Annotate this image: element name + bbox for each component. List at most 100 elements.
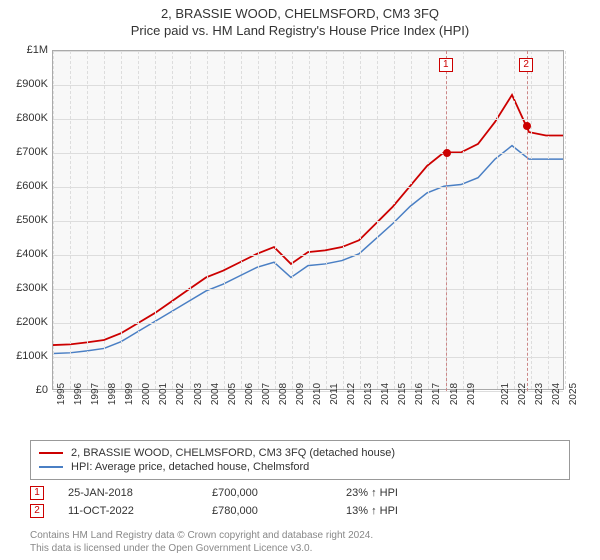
legend-swatch bbox=[39, 452, 63, 454]
gridline-v bbox=[463, 51, 464, 389]
x-tick-label: 1997 bbox=[90, 383, 101, 405]
y-tick-label: £800K bbox=[0, 112, 48, 124]
x-tick-label: 2019 bbox=[466, 383, 477, 405]
x-tick-label: 2023 bbox=[534, 383, 545, 405]
gridline-h bbox=[53, 187, 563, 188]
x-tick-label: 2013 bbox=[363, 383, 374, 405]
gridline-v bbox=[565, 51, 566, 389]
sale-diff: 23% ↑ HPI bbox=[346, 487, 466, 499]
y-tick-label: £1M bbox=[0, 44, 48, 56]
x-tick-label: 1998 bbox=[107, 383, 118, 405]
chart-title: 2, BRASSIE WOOD, CHELMSFORD, CM3 3FQ bbox=[0, 6, 600, 21]
gridline-h bbox=[53, 51, 563, 52]
x-tick-label: 2007 bbox=[261, 383, 272, 405]
sale-date: 25-JAN-2018 bbox=[68, 487, 188, 499]
x-tick-label: 2016 bbox=[414, 383, 425, 405]
gridline-v bbox=[190, 51, 191, 389]
gridline-v bbox=[497, 51, 498, 389]
gridline-v bbox=[411, 51, 412, 389]
sale-price: £780,000 bbox=[212, 505, 322, 517]
gridline-h bbox=[53, 323, 563, 324]
marker-guideline bbox=[446, 51, 447, 391]
series-line bbox=[53, 95, 563, 345]
sale-price: £700,000 bbox=[212, 487, 322, 499]
sale-diff: 13% ↑ HPI bbox=[346, 505, 466, 517]
x-tick-label: 1996 bbox=[73, 383, 84, 405]
y-tick-label: £600K bbox=[0, 180, 48, 192]
gridline-v bbox=[428, 51, 429, 389]
sale-marker-box: 2 bbox=[519, 58, 533, 72]
sale-row: 125-JAN-2018£700,00023% ↑ HPI bbox=[30, 486, 570, 500]
legend-label: 2, BRASSIE WOOD, CHELMSFORD, CM3 3FQ (de… bbox=[71, 447, 395, 459]
sale-row: 2 11-OCT-2022 £780,000 13% ↑ HPI bbox=[30, 504, 570, 518]
y-tick-label: £500K bbox=[0, 214, 48, 226]
sale-point bbox=[443, 149, 451, 157]
line-series-svg bbox=[53, 51, 563, 389]
gridline-v bbox=[275, 51, 276, 389]
x-tick-label: 2010 bbox=[312, 383, 323, 405]
gridline-v bbox=[70, 51, 71, 389]
sale-marker-box: 1 bbox=[439, 58, 453, 72]
gridline-v bbox=[224, 51, 225, 389]
chart-subtitle: Price paid vs. HM Land Registry's House … bbox=[0, 23, 600, 38]
x-tick-label: 2003 bbox=[193, 383, 204, 405]
x-tick-label: 2025 bbox=[568, 383, 579, 405]
footer-line-1: Contains HM Land Registry data © Crown c… bbox=[30, 530, 373, 541]
x-tick-label: 2008 bbox=[278, 383, 289, 405]
gridline-h bbox=[53, 357, 563, 358]
x-tick-label: 2006 bbox=[244, 383, 255, 405]
y-tick-label: £100K bbox=[0, 350, 48, 362]
x-tick-label: 2004 bbox=[210, 383, 221, 405]
legend-item: HPI: Average price, detached house, Chel… bbox=[39, 461, 561, 473]
x-tick-label: 2024 bbox=[551, 383, 562, 405]
gridline-v bbox=[53, 51, 54, 389]
x-tick-label: 2022 bbox=[517, 383, 528, 405]
sales-table: 125-JAN-2018£700,00023% ↑ HPI211-OCT-202… bbox=[30, 482, 570, 522]
gridline-v bbox=[309, 51, 310, 389]
gridline-v bbox=[292, 51, 293, 389]
x-tick-label: 2018 bbox=[449, 383, 460, 405]
y-tick-label: £700K bbox=[0, 146, 48, 158]
gridline-v bbox=[104, 51, 105, 389]
gridline-v bbox=[258, 51, 259, 389]
sale-row-marker: 2 bbox=[30, 504, 44, 518]
x-tick-label: 2001 bbox=[158, 383, 169, 405]
gridline-h bbox=[53, 289, 563, 290]
x-tick-label: 2002 bbox=[175, 383, 186, 405]
gridline-v bbox=[138, 51, 139, 389]
gridline-v bbox=[121, 51, 122, 389]
y-tick-label: £0 bbox=[0, 384, 48, 396]
legend-item: 2, BRASSIE WOOD, CHELMSFORD, CM3 3FQ (de… bbox=[39, 447, 561, 459]
title-block: 2, BRASSIE WOOD, CHELMSFORD, CM3 3FQ Pri… bbox=[0, 0, 600, 38]
gridline-v bbox=[531, 51, 532, 389]
y-tick-label: £300K bbox=[0, 282, 48, 294]
footer: Contains HM Land Registry data © Crown c… bbox=[30, 530, 570, 555]
gridline-v bbox=[326, 51, 327, 389]
x-tick-label: 2011 bbox=[329, 383, 340, 405]
gridline-h bbox=[53, 119, 563, 120]
chart-container: 2, BRASSIE WOOD, CHELMSFORD, CM3 3FQ Pri… bbox=[0, 0, 600, 560]
gridline-h bbox=[53, 85, 563, 86]
legend-swatch bbox=[39, 466, 63, 468]
y-tick-label: £900K bbox=[0, 78, 48, 90]
gridline-v bbox=[377, 51, 378, 389]
gridline-h bbox=[53, 255, 563, 256]
gridline-v bbox=[514, 51, 515, 389]
gridline-v bbox=[360, 51, 361, 389]
gridline-v bbox=[548, 51, 549, 389]
y-tick-label: £400K bbox=[0, 248, 48, 260]
sale-date: 11-OCT-2022 bbox=[68, 505, 188, 517]
gridline-v bbox=[394, 51, 395, 389]
x-tick-label: 2021 bbox=[500, 383, 511, 405]
footer-line-2: This data is licensed under the Open Gov… bbox=[30, 543, 312, 554]
legend-label: HPI: Average price, detached house, Chel… bbox=[71, 461, 309, 473]
legend: 2, BRASSIE WOOD, CHELMSFORD, CM3 3FQ (de… bbox=[30, 440, 570, 480]
x-tick-label: 2015 bbox=[397, 383, 408, 405]
plot-area bbox=[52, 50, 564, 390]
x-tick-label: 2012 bbox=[346, 383, 357, 405]
x-tick-label: 1995 bbox=[56, 383, 67, 405]
gridline-v bbox=[207, 51, 208, 389]
x-tick-label: 1999 bbox=[124, 383, 135, 405]
gridline-v bbox=[343, 51, 344, 389]
x-tick-label: 2009 bbox=[295, 383, 306, 405]
